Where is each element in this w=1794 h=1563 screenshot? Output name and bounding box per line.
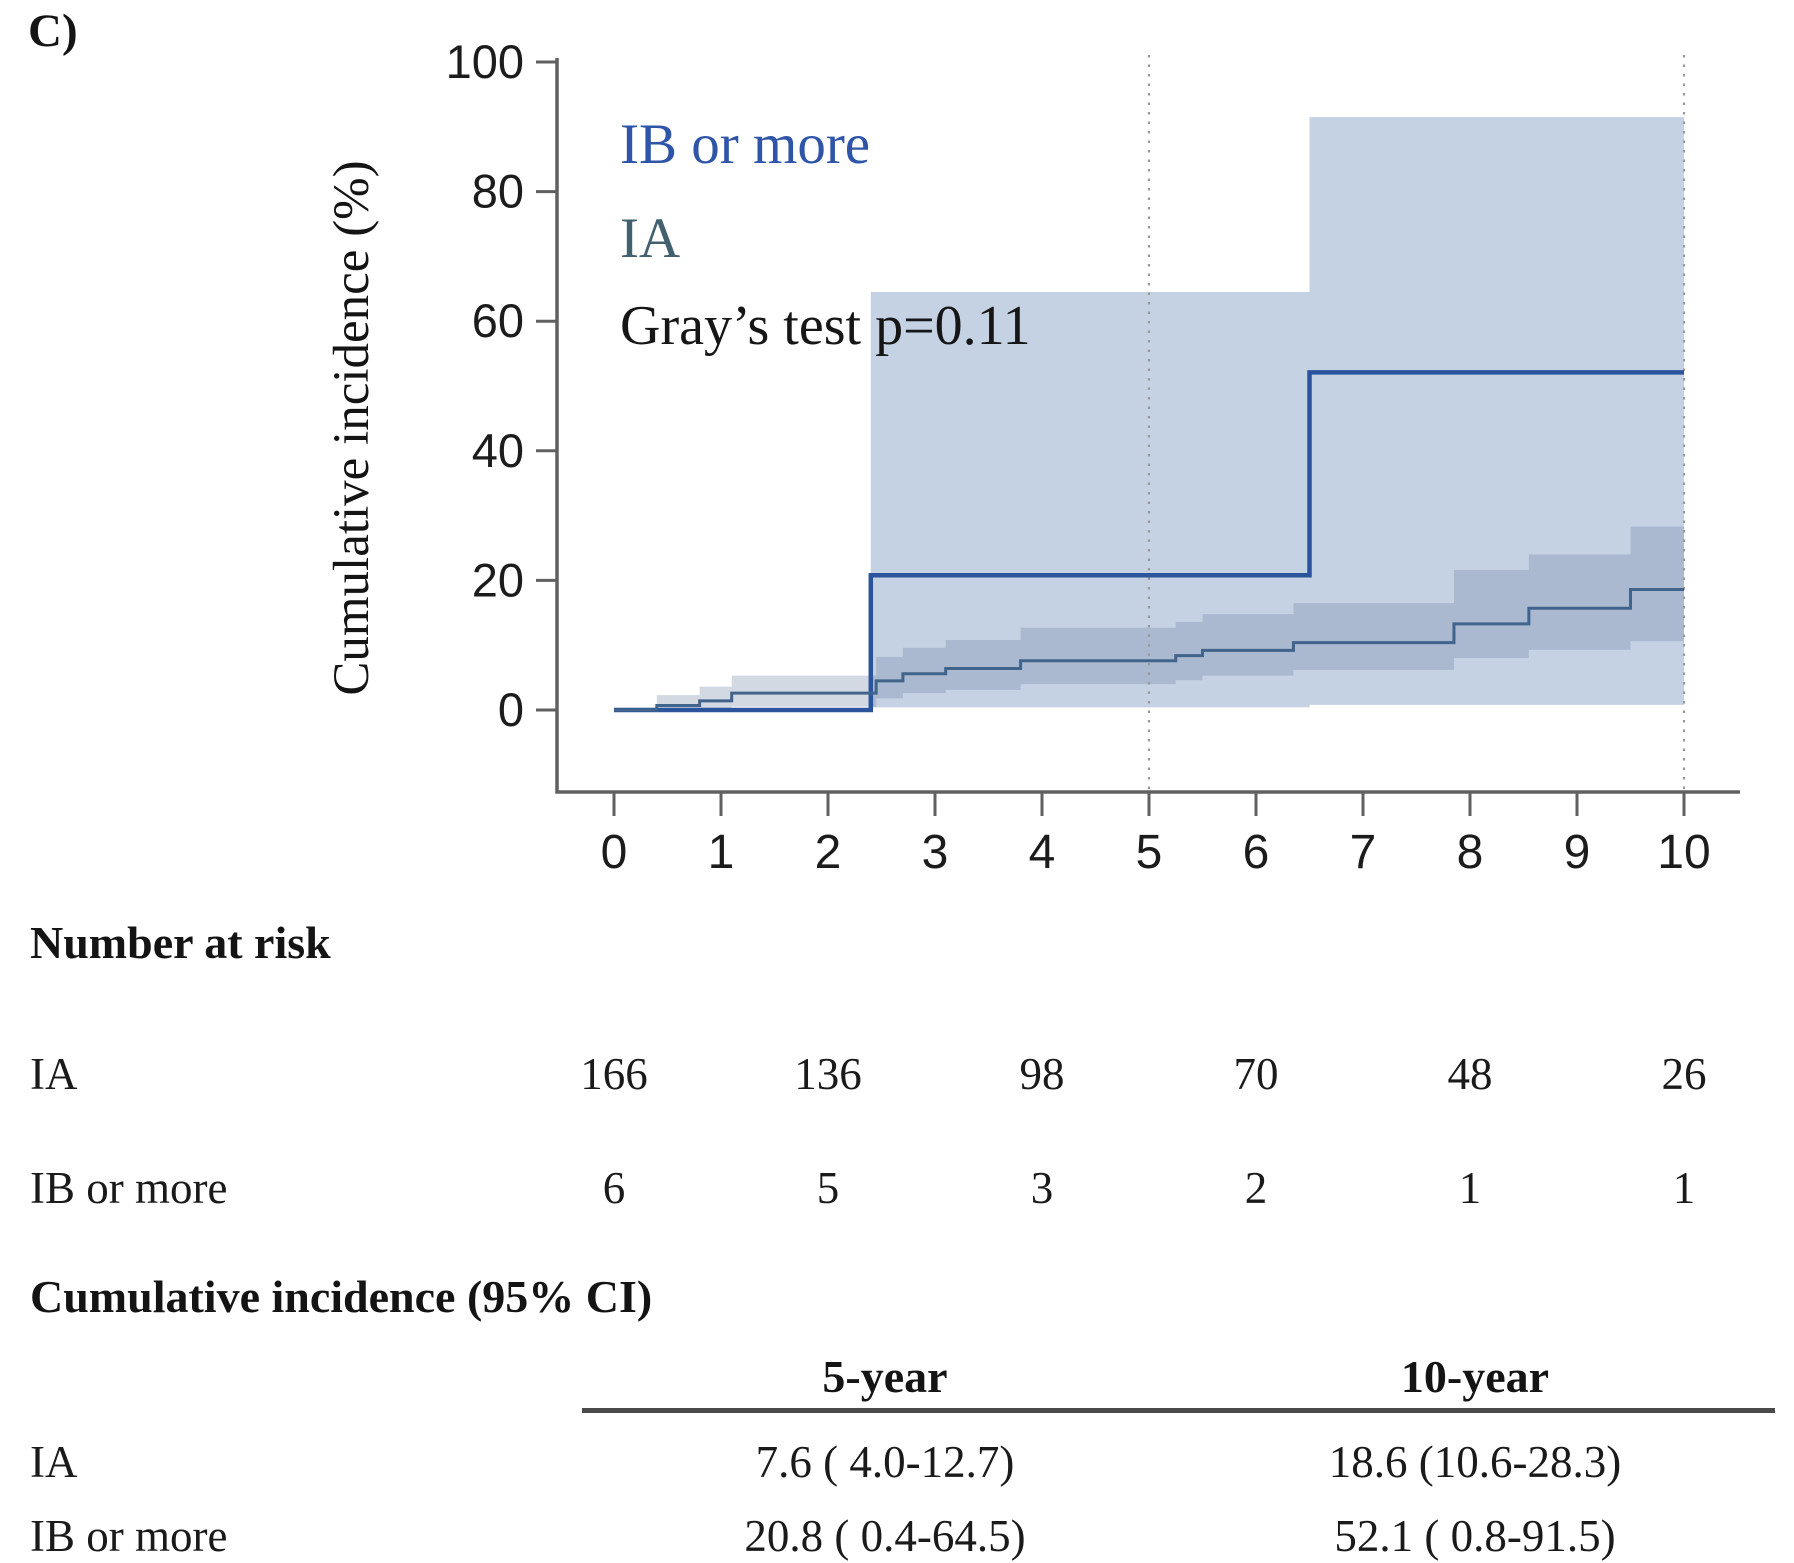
x-tick-label: 2 <box>815 826 842 879</box>
y-tick-label: 0 <box>498 683 524 736</box>
ci-row-label-ia: IA <box>30 1437 78 1487</box>
ci-value: 52.1 ( 0.8-91.5) <box>1334 1511 1616 1561</box>
risk-row-label-ib-or-more: IB or more <box>30 1163 228 1213</box>
ib-or-more-curve <box>614 370 1684 713</box>
x-tick-label: 9 <box>1564 826 1591 879</box>
ci-column-5-year: 5-year <box>822 1351 948 1402</box>
risk-value: 1 <box>1672 1163 1696 1213</box>
x-tick-label: 0 <box>601 826 628 879</box>
risk-value: 26 <box>1661 1049 1707 1099</box>
ia-ci-band <box>656 526 1684 710</box>
ci-column-10-year: 10-year <box>1400 1351 1550 1402</box>
y-tick-label: 40 <box>472 424 524 477</box>
risk-value: 3 <box>1030 1163 1054 1213</box>
x-tick-label: 4 <box>1029 826 1056 879</box>
legend-ia: IA <box>620 207 681 270</box>
panel-label: C) <box>28 5 78 57</box>
x-tick-label: 6 <box>1243 826 1270 879</box>
x-tick-label: 8 <box>1457 826 1484 879</box>
x-tick-label: 10 <box>1657 826 1710 879</box>
y-tick-label: 80 <box>472 165 524 218</box>
x-tick-label: 1 <box>708 826 735 879</box>
risk-value: 1 <box>1458 1163 1482 1213</box>
risk-value: 48 <box>1447 1049 1493 1099</box>
risk-value: 70 <box>1233 1049 1279 1099</box>
risk-value: 5 <box>816 1163 840 1213</box>
risk-value: 166 <box>580 1049 648 1099</box>
ib-or-more-ci-band <box>870 117 1684 708</box>
risk-value: 2 <box>1244 1163 1268 1213</box>
ci-value: 20.8 ( 0.4-64.5) <box>744 1511 1026 1561</box>
grays-test-annotation: Gray’s test p=0.11 <box>620 295 1031 357</box>
ci-table-title: Cumulative incidence (95% CI) <box>30 1271 653 1322</box>
ci-value: 7.6 ( 4.0-12.7) <box>755 1437 1015 1487</box>
axis-spine <box>555 58 1740 794</box>
cumulative-incidence-chart: 0 20 40 60 80 100 0 1 2 3 4 5 6 7 8 9 10 <box>446 35 1740 879</box>
ia-curve <box>614 587 1684 712</box>
ci-row-label-ib-or-more: IB or more <box>30 1511 228 1561</box>
ci-value: 18.6 (10.6-28.3) <box>1328 1437 1622 1487</box>
risk-value: 98 <box>1019 1049 1065 1099</box>
y-tick-label: 60 <box>472 294 524 347</box>
risk-value: 6 <box>602 1163 626 1213</box>
risk-row-label-ia: IA <box>30 1049 78 1099</box>
y-axis-title: Cumulative incidence (%) <box>324 160 380 696</box>
risk-value: 136 <box>794 1049 862 1099</box>
y-tick-label: 20 <box>472 553 524 606</box>
y-tick-label: 100 <box>446 35 524 88</box>
ci-table-rule <box>582 1408 1775 1413</box>
legend-ib-or-more: IB or more <box>620 113 871 176</box>
number-at-risk-title: Number at risk <box>30 917 331 968</box>
x-tick-label: 5 <box>1136 826 1163 879</box>
x-tick-label: 3 <box>922 826 949 879</box>
x-tick-label: 7 <box>1350 826 1377 879</box>
